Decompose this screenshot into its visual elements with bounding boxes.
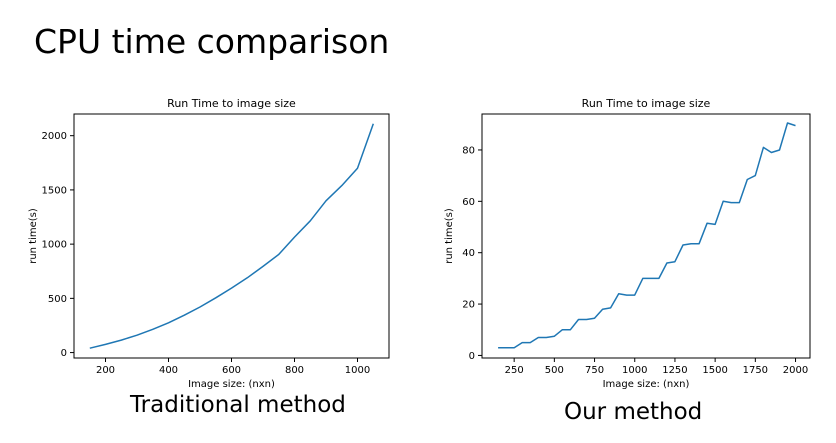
y-tick-label: 80 [462,145,475,156]
x-tick-label: 800 [285,365,304,376]
y-tick-label: 500 [48,294,67,305]
y-tick-label: 1000 [42,240,67,251]
x-tick-label: 1000 [622,365,647,376]
chart-our-method: Run Time to image size 250 500 750 1000 1250 1… [444,97,811,390]
x-tick-label: 2000 [783,365,808,376]
y-tick-label: 60 [462,197,475,208]
x-tick-label: 400 [159,365,178,376]
x-tick-label: 250 [505,365,524,376]
chart-title: Run Time to image size [167,97,296,110]
x-tick-label: 200 [96,365,115,376]
axes-frame [481,113,811,359]
y-tick-label: 0 [61,348,67,359]
chart-traditional-method: Run Time to image size 200 400 600 800 1000 0 5… [28,97,390,390]
x-axis-label: Image size: (nxn) [188,379,275,390]
x-tick-label: 1250 [662,365,687,376]
caption-traditional-method: Traditional method [130,392,346,418]
slide-title: CPU time comparison [34,22,390,61]
x-tick-label: 1750 [743,365,768,376]
caption-our-method: Our method [564,399,703,425]
y-tick-label: 0 [469,351,475,362]
x-tick-label: 1500 [702,365,727,376]
y-tick-label: 40 [462,248,475,259]
y-tick-label: 1500 [42,185,67,196]
x-tick-label: 600 [222,365,241,376]
y-tick-label: 2000 [42,131,67,142]
x-tick-label: 500 [545,365,564,376]
x-tick-label: 1000 [345,365,370,376]
x-tick-label: 750 [585,365,604,376]
y-axis-label: run time(s) [444,208,455,264]
series-line [89,123,375,349]
y-tick-label: 20 [462,300,475,311]
axes-frame [73,113,390,359]
series-line [498,122,796,349]
chart-title: Run Time to image size [582,97,711,110]
y-axis-label: run time(s) [28,208,39,264]
x-axis-label: Image size: (nxn) [603,379,690,390]
